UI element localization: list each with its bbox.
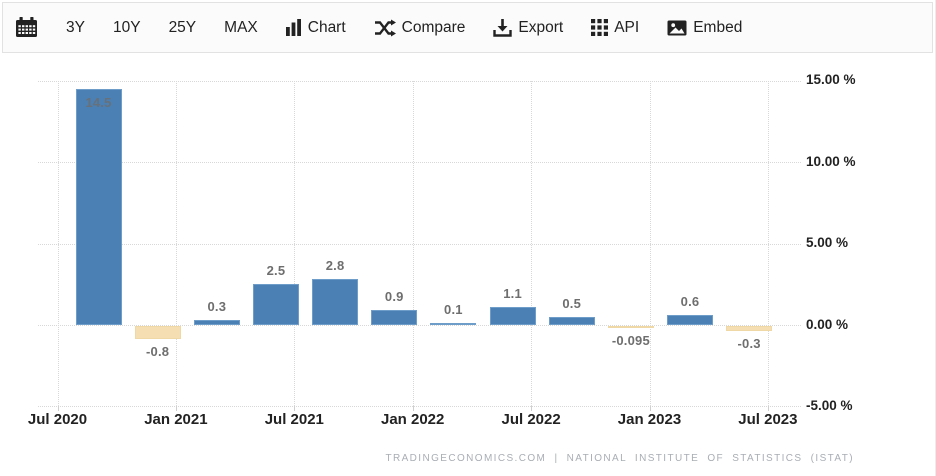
x-axis-tickmark xyxy=(57,406,59,412)
x-axis-tickmark xyxy=(767,406,769,412)
calendar-button[interactable] xyxy=(15,17,38,38)
bar-value-label: 0.1 xyxy=(444,302,463,318)
bar-2023-Q2[interactable] xyxy=(726,326,773,331)
v-gridline xyxy=(649,80,651,407)
x-axis-tickmark xyxy=(175,406,177,412)
y-axis-tick-label: 5.00 % xyxy=(806,235,849,251)
chart-toolbar: 3Y 10Y 25Y MAX Chart xyxy=(2,2,933,53)
bar-2021-Q1[interactable] xyxy=(193,320,240,325)
v-gridline xyxy=(294,80,296,407)
bar-2021-Q4[interactable] xyxy=(371,310,418,325)
bar-value-label: -0.095 xyxy=(611,332,650,348)
range-3y-button[interactable]: 3Y xyxy=(66,19,85,37)
bar-value-label: -0.3 xyxy=(737,335,761,351)
embed-button-label: Embed xyxy=(693,18,743,36)
x-axis-tick-label: Jan 2023 xyxy=(617,411,682,428)
grid-dots-icon xyxy=(591,19,609,36)
v-gridline xyxy=(531,80,533,407)
range-max-button[interactable]: MAX xyxy=(224,19,258,37)
shuffle-compare-icon xyxy=(374,19,396,37)
export-button-label: Export xyxy=(518,18,564,36)
v-gridline xyxy=(57,80,59,407)
bar-2022-Q2[interactable] xyxy=(489,307,536,325)
x-axis-tick-label: Jul 2022 xyxy=(501,411,561,428)
bar-value-label: 0.5 xyxy=(562,295,582,311)
calendar-icon xyxy=(15,17,38,38)
y-axis-tick-label: 0.00 % xyxy=(806,316,849,332)
x-axis-tick-label: Jul 2023 xyxy=(738,411,798,428)
bar-2022-Q1[interactable] xyxy=(430,323,477,326)
api-button-label: API xyxy=(614,18,640,36)
compare-button-label: Compare xyxy=(401,18,466,36)
x-axis-tickmark xyxy=(412,406,414,412)
x-axis-tick-label: Jan 2022 xyxy=(380,411,445,428)
attribution-text: TRADINGECONOMICS.COM | NATIONAL INSTITUT… xyxy=(385,453,854,464)
embed-button[interactable]: Embed xyxy=(667,19,742,37)
bar-chart-icon xyxy=(285,19,302,36)
x-axis-tick-label: Jul 2020 xyxy=(27,411,88,428)
h-gridline xyxy=(38,80,801,82)
x-axis-tick-label: Jul 2021 xyxy=(264,411,324,428)
x-axis-tickmark xyxy=(649,406,651,412)
range-10y-label: 10Y xyxy=(112,18,141,36)
bar-value-label: -0.8 xyxy=(146,344,170,360)
range-max-label: MAX xyxy=(224,18,258,36)
bar-value-label: 1.1 xyxy=(503,286,522,302)
bar-2021-Q3[interactable] xyxy=(312,279,359,325)
h-gridline xyxy=(38,162,801,164)
v-gridline xyxy=(412,80,414,407)
bar-2021-Q2[interactable] xyxy=(252,284,299,325)
picture-icon xyxy=(667,20,687,36)
v-gridline xyxy=(767,80,769,407)
h-gridline xyxy=(38,406,801,408)
bar-2020-Q4[interactable] xyxy=(134,326,181,340)
y-axis-tick-label: -5.00 % xyxy=(806,397,853,413)
h-gridline xyxy=(38,243,801,245)
v-gridline xyxy=(175,80,177,407)
range-25y-label: 25Y xyxy=(168,18,197,36)
chart-button-label: Chart xyxy=(307,18,346,36)
chart-type-button[interactable]: Chart xyxy=(285,18,346,37)
export-button[interactable]: Export xyxy=(493,18,564,37)
h-gridline xyxy=(38,325,801,326)
bar-2022-Q3[interactable] xyxy=(548,316,595,325)
bar-value-label: 2.8 xyxy=(325,258,345,274)
range-3y-label: 3Y xyxy=(66,18,85,36)
x-axis-tickmark xyxy=(294,406,296,412)
bar-value-label: 0.3 xyxy=(207,299,227,315)
range-10y-button[interactable]: 10Y xyxy=(113,19,141,37)
y-axis-tick-label: 15.00 % xyxy=(806,72,856,88)
x-axis-tickmark xyxy=(531,406,533,412)
bar-value-label: 14.5 xyxy=(85,95,112,111)
download-icon xyxy=(493,18,513,37)
y-axis-tick-label: 10.00 % xyxy=(806,153,856,169)
bar-value-label: 2.5 xyxy=(266,263,286,279)
api-button[interactable]: API xyxy=(591,19,639,37)
range-25y-button[interactable]: 25Y xyxy=(169,19,197,37)
bar-value-label: 0.9 xyxy=(384,289,404,305)
bar-value-label: 0.6 xyxy=(680,294,700,310)
compare-button[interactable]: Compare xyxy=(374,18,466,37)
bar-2023-Q1[interactable] xyxy=(667,315,713,325)
x-axis-tick-label: Jan 2021 xyxy=(144,411,208,428)
bar-2020-Q3[interactable] xyxy=(75,89,122,325)
bar-2022-Q4[interactable] xyxy=(607,326,654,328)
